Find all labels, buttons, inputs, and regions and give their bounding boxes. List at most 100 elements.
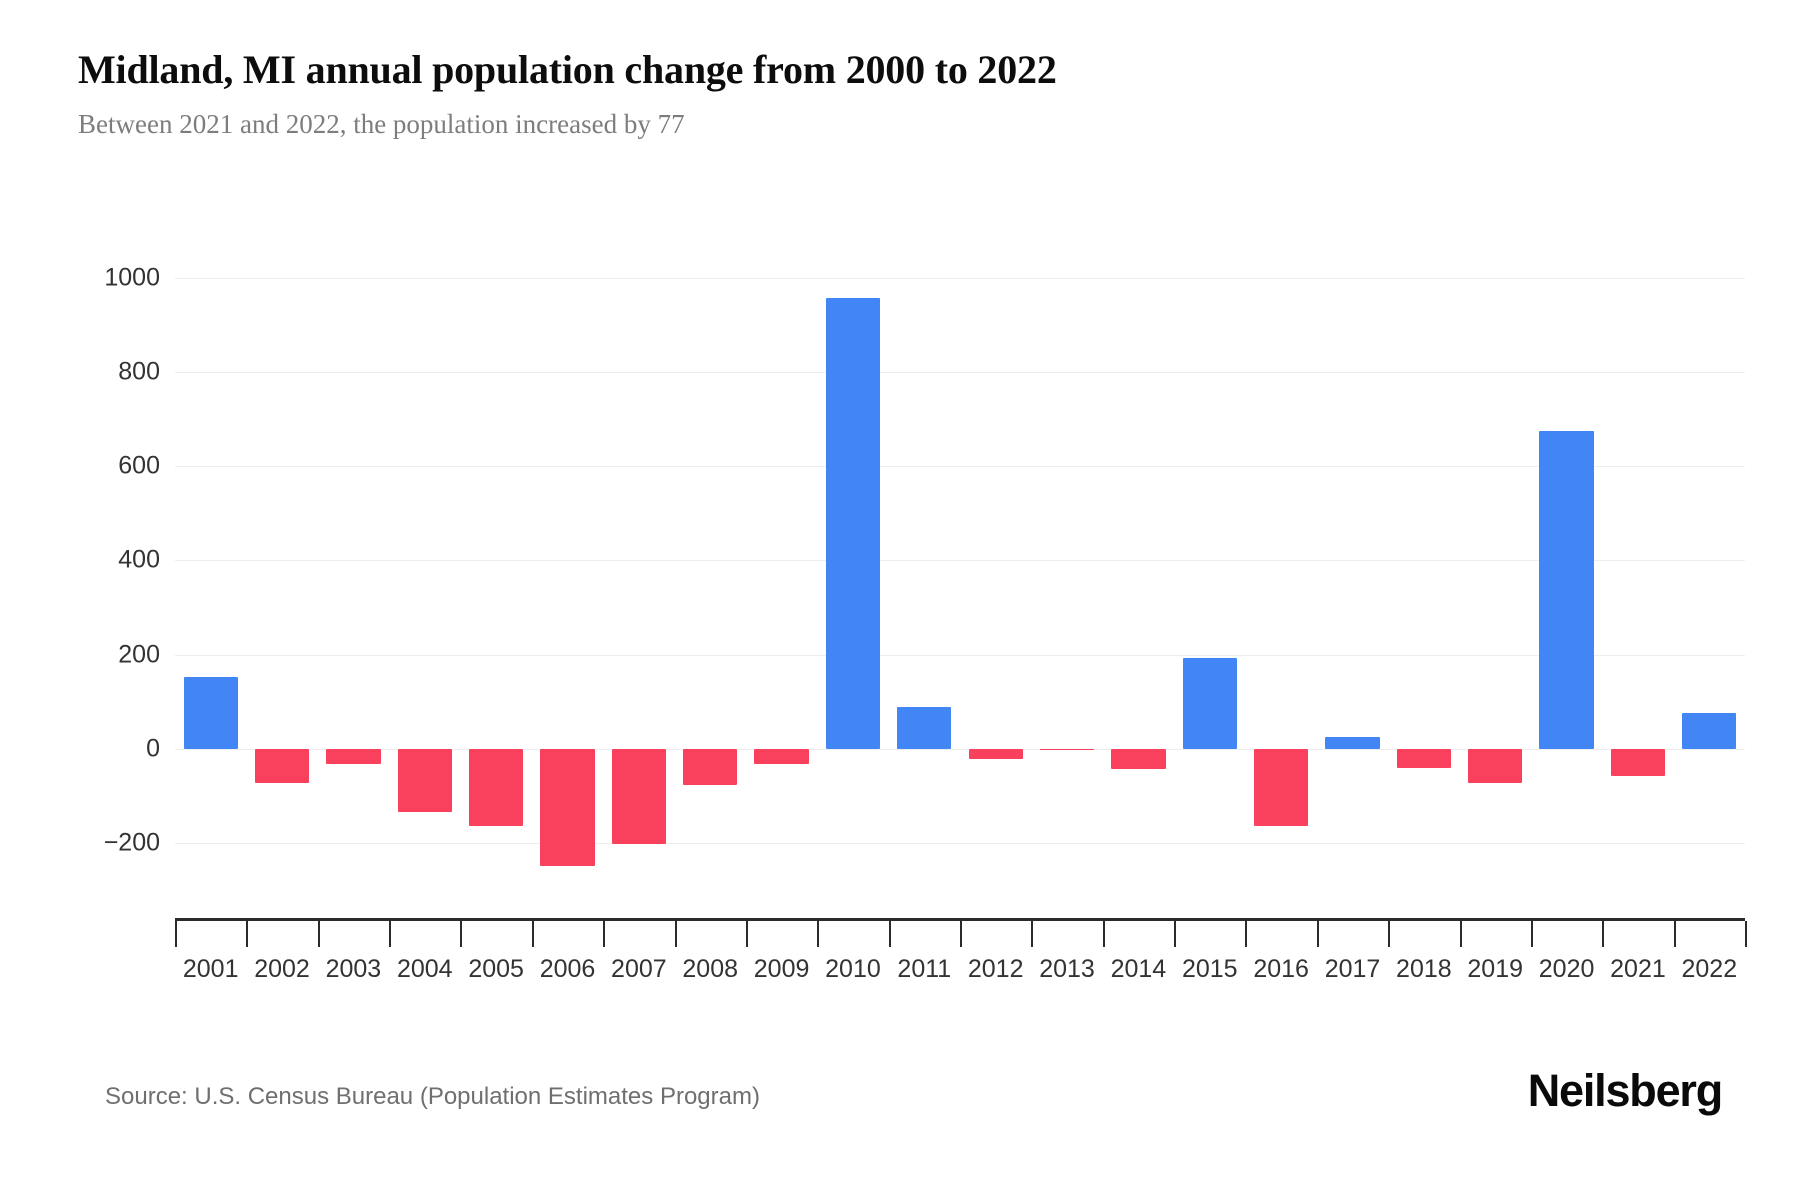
x-tick <box>1316 921 1319 947</box>
bar-2011[interactable] <box>897 707 952 749</box>
bar-2006[interactable] <box>540 748 595 867</box>
bar-2019[interactable] <box>1468 748 1523 783</box>
x-tick <box>603 921 606 947</box>
x-tick <box>531 921 534 947</box>
x-tick-label-2019: 2019 <box>1467 955 1524 983</box>
x-tick <box>1388 921 1391 947</box>
bar-group-2012[interactable] <box>960 278 1031 890</box>
bar-2013[interactable] <box>1039 748 1095 751</box>
y-tick-label: 1000 <box>104 263 160 292</box>
x-tick-label-2013: 2013 <box>1039 955 1095 983</box>
bar-2018[interactable] <box>1396 748 1451 768</box>
bar-2021[interactable] <box>1610 748 1666 776</box>
bar-2022[interactable] <box>1682 712 1737 749</box>
x-tick-label-2018: 2018 <box>1396 955 1452 983</box>
x-tick <box>1745 921 1747 947</box>
bar-2015[interactable] <box>1182 657 1237 749</box>
x-tick <box>1174 921 1177 947</box>
bar-2008[interactable] <box>683 748 738 785</box>
x-tick-label-2007: 2007 <box>611 955 667 983</box>
x-axis-ticks <box>175 921 1747 947</box>
gridlines-layer <box>175 278 1745 890</box>
bar-group-2008[interactable] <box>675 278 746 890</box>
x-tick-label-2006: 2006 <box>539 955 596 983</box>
bar-2004[interactable] <box>397 748 452 813</box>
gridline <box>175 654 1745 656</box>
gridline <box>175 842 1745 844</box>
x-tick-label-2010: 2010 <box>825 955 881 983</box>
x-tick <box>1245 921 1248 947</box>
bar-2014[interactable] <box>1111 748 1166 770</box>
x-tick-label-2020: 2020 <box>1538 955 1595 983</box>
bar-2010[interactable] <box>825 298 881 749</box>
bar-2002[interactable] <box>254 748 310 783</box>
x-tick <box>817 921 820 947</box>
bar-group-2019[interactable] <box>1460 278 1531 890</box>
bar-group-2003[interactable] <box>318 278 389 890</box>
x-axis-labels: 2001 2002 2003 2004 2005 2006 2007 2008 2009 2010… <box>175 955 1745 995</box>
page-title: Midland, MI annual population change fro… <box>78 47 1057 92</box>
bar-group-2015[interactable] <box>1174 278 1245 890</box>
brand-logo: Neilsberg <box>1527 1065 1723 1116</box>
bar-2005[interactable] <box>469 748 524 826</box>
bar-group-2011[interactable] <box>889 278 960 890</box>
x-tick <box>246 921 249 947</box>
x-tick-label-2008: 2008 <box>682 955 739 983</box>
x-tick <box>389 921 392 947</box>
gridline <box>175 560 1745 562</box>
x-tick <box>888 921 891 947</box>
x-tick-label-2015: 2015 <box>1181 955 1238 983</box>
x-tick-label-2004: 2004 <box>396 955 453 983</box>
source-note: Source: U.S. Census Bureau (Population E… <box>105 1083 760 1110</box>
bar-2016[interactable] <box>1254 748 1309 826</box>
bar-group-2020[interactable] <box>1531 278 1602 890</box>
bar-group-2001[interactable] <box>175 278 246 890</box>
x-tick-label-2001: 2001 <box>182 955 239 983</box>
bar-2007[interactable] <box>611 748 666 845</box>
x-tick-label-2003: 2003 <box>325 955 382 983</box>
x-tick <box>175 921 177 947</box>
gridline <box>175 278 1745 279</box>
bar-2009[interactable] <box>754 748 809 764</box>
gridline <box>175 372 1745 374</box>
bar-group-2004[interactable] <box>389 278 460 890</box>
bar-group-2022[interactable] <box>1674 278 1745 890</box>
bar-group-2010[interactable] <box>817 278 888 890</box>
y-tick-label: 0 <box>146 734 160 763</box>
x-tick-label-2011: 2011 <box>897 955 952 983</box>
bar-2003[interactable] <box>326 748 381 764</box>
x-tick-label-2017: 2017 <box>1324 955 1381 983</box>
bar-2017[interactable] <box>1325 737 1380 749</box>
bar-group-2007[interactable] <box>603 278 674 890</box>
bar-group-2016[interactable] <box>1245 278 1316 890</box>
bar-group-2013[interactable] <box>1031 278 1102 890</box>
x-tick <box>960 921 962 947</box>
bar-group-2009[interactable] <box>746 278 817 890</box>
x-tick <box>1530 921 1533 947</box>
x-tick-label-2005: 2005 <box>468 955 524 983</box>
x-tick <box>1602 921 1605 947</box>
x-tick <box>1031 921 1034 947</box>
bar-group-2017[interactable] <box>1317 278 1388 890</box>
bar-group-2006[interactable] <box>532 278 603 890</box>
bar-2001[interactable] <box>183 677 238 749</box>
bar-group-2014[interactable] <box>1103 278 1174 890</box>
y-tick-label: −200 <box>103 828 160 857</box>
bars-layer <box>175 278 1745 890</box>
chart-subtitle: Between 2021 and 2022, the population in… <box>78 109 685 139</box>
x-tick <box>317 921 320 947</box>
gridline <box>175 466 1745 468</box>
y-tick-label: 400 <box>118 545 160 574</box>
bar-group-2021[interactable] <box>1602 278 1673 890</box>
x-tick <box>460 921 463 947</box>
x-tick <box>745 921 748 947</box>
x-tick-label-2009: 2009 <box>753 955 810 983</box>
x-tick <box>1102 921 1105 947</box>
bar-2012[interactable] <box>968 748 1023 760</box>
x-tick-label-2022: 2022 <box>1681 955 1738 983</box>
bar-group-2002[interactable] <box>246 278 317 890</box>
bar-2020[interactable] <box>1539 431 1594 749</box>
bar-group-2018[interactable] <box>1388 278 1459 890</box>
bar-group-2005[interactable] <box>460 278 531 890</box>
